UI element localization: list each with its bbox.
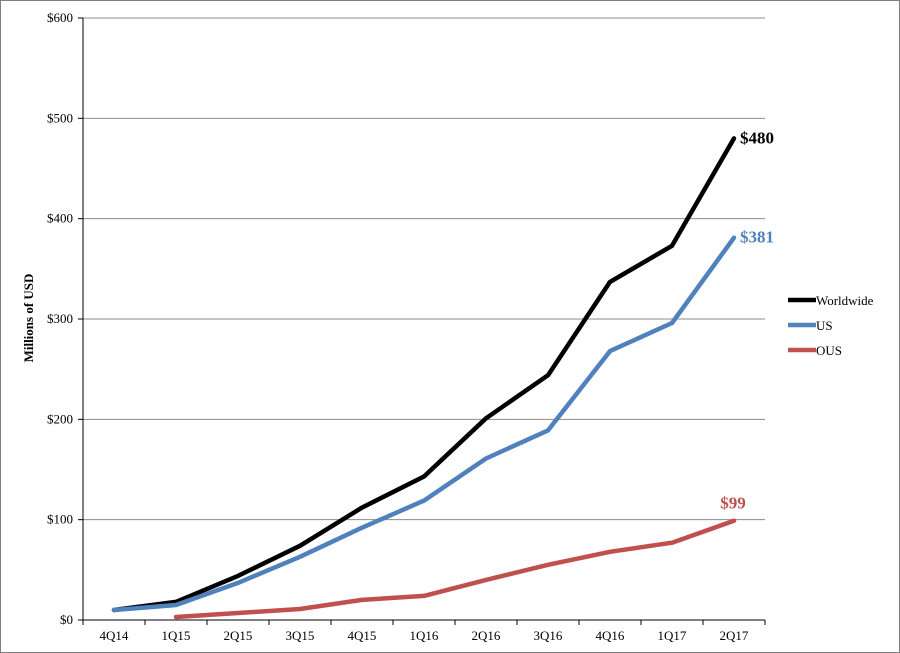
y-axis-title: Millions of USD [21, 274, 36, 363]
x-tick-label: 4Q16 [596, 628, 625, 643]
x-tick-label: 3Q16 [534, 628, 563, 643]
y-tick-label: $400 [47, 211, 73, 226]
y-tick-label: $200 [47, 411, 73, 426]
series-line-us [111, 235, 737, 613]
legend-label-us: US [816, 318, 833, 333]
x-tick-label: 2Q17 [720, 628, 749, 643]
x-tick-label: 2Q15 [224, 628, 253, 643]
y-tick-label: $300 [47, 311, 73, 326]
y-tick-label: $600 [47, 10, 73, 25]
x-tick-label: 4Q15 [348, 628, 377, 643]
y-tick-label: $500 [47, 110, 73, 125]
y-tick-label: $0 [60, 612, 73, 627]
legend-label-worldwide: Worldwide [816, 293, 874, 308]
x-tick-label: 3Q15 [286, 628, 315, 643]
series-line-ous [173, 518, 737, 620]
data-label-ous: $99 [720, 494, 746, 513]
legend-label-ous: OUS [816, 343, 842, 358]
series-lines [111, 136, 737, 620]
legend: Worldwide US OUS [788, 293, 874, 358]
x-tick-label: 1Q17 [658, 628, 687, 643]
axes: $0 $100 $200 $300 $400 $500 $600 4Q14 1Q15 2Q15 3Q… [47, 10, 766, 643]
x-tick-label: 1Q16 [410, 628, 439, 643]
series-line-worldwide [111, 136, 737, 613]
grid-lines [83, 17, 765, 521]
y-tick-label: $100 [47, 512, 73, 527]
data-labels: $480 $381 $99 [720, 128, 774, 512]
x-tick-label: 2Q16 [472, 628, 501, 643]
x-tick-label: 4Q14 [100, 628, 129, 643]
data-label-us: $381 [740, 228, 774, 247]
x-tick-label: 1Q15 [162, 628, 191, 643]
data-label-worldwide: $480 [740, 128, 774, 147]
